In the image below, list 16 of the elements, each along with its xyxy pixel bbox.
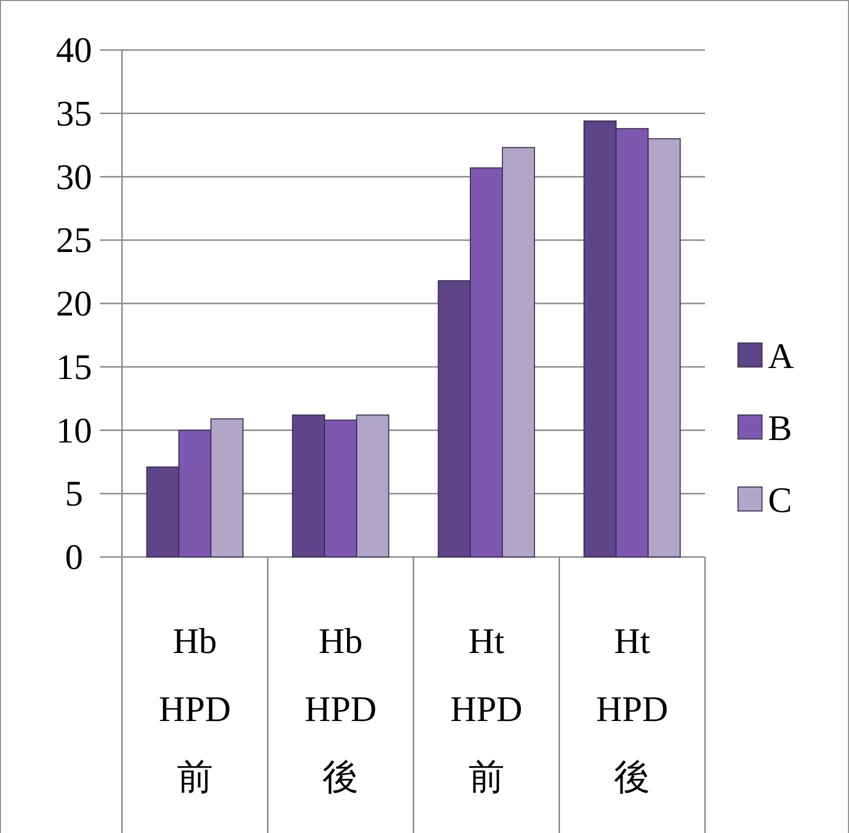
legend-label: C <box>768 480 792 520</box>
x-tick-label: Hb HPD前 <box>158 620 232 799</box>
x-tick-label: Hb HPD後 <box>304 620 378 799</box>
y-tick-label: 25 <box>56 220 92 260</box>
y-tick-label: 40 <box>56 30 92 70</box>
y-tick-label: 0 <box>65 537 83 577</box>
y-tick-label: 15 <box>56 346 92 387</box>
y-tick-label: 20 <box>56 284 92 324</box>
legend-label: B <box>768 408 792 448</box>
legend-label: A <box>768 336 794 376</box>
y-tick-label: 10 <box>56 410 92 450</box>
x-tick-label: Ht HPD前 <box>449 620 524 799</box>
x-tick-label: Ht HPD後 <box>595 620 670 799</box>
y-tick-label: 5 <box>65 474 83 514</box>
y-tick-label: 30 <box>56 156 92 197</box>
y-tick-label: 35 <box>56 93 92 134</box>
